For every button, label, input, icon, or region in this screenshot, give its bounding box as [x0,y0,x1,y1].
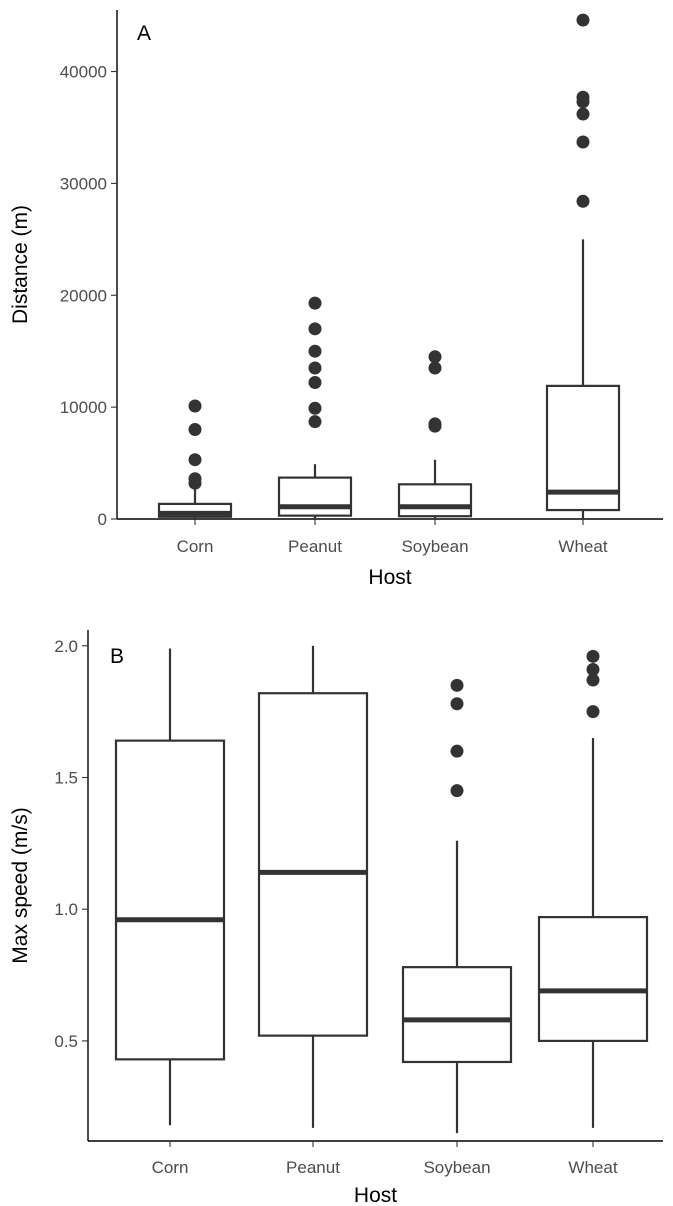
outlier-point [450,784,464,798]
outlier-point [188,453,202,467]
box-iqr [277,476,353,517]
y-axis-title: Distance (m) [9,205,32,324]
outlier-point [450,678,464,692]
y-axis-title: Max speed (m/s) [9,807,32,963]
x-tick-label: Peanut [288,537,342,556]
outlier-point [586,673,600,687]
box-group-wheat [545,13,621,519]
outlier-point [308,296,322,310]
box-iqr [401,966,513,1064]
outlier-point [576,135,590,149]
outlier-point [308,415,322,429]
outlier-point [586,663,600,677]
outlier-point [308,376,322,390]
outlier-point [188,472,202,486]
outlier-point [188,399,202,413]
x-axis-title: Host [368,566,411,589]
outlier-point [428,350,442,364]
outlier-point [576,13,590,27]
panel-b-max-speed: 0.5 1.0 1.5 2.0 Corn Peanut Soybean Wheat Host Ma… [9,630,663,1206]
y-tick-label: 2.0 [54,637,78,656]
outlier-point [450,697,464,711]
panel-label: B [110,645,124,668]
panel-a-distance: 0 10000 20000 30000 40000 Corn Peanut Soybean Wh… [9,10,663,589]
x-tick-label: Peanut [286,1158,340,1177]
outlier-point [308,401,322,415]
box-group-soybean [397,350,473,519]
outlier-point [586,705,600,719]
outlier-point [586,649,600,663]
x-tick-label: Corn [152,1158,189,1177]
box-group-peanut [257,645,369,1128]
y-tick-label: 40000 [60,63,107,82]
y-tick-label: 1.0 [54,900,78,919]
y-tick-label: 0 [98,510,107,529]
y-tick-label: 10000 [60,398,107,417]
x-tick-label: Wheat [568,1158,617,1177]
x-axis-title: Host [354,1184,397,1206]
box-iqr [257,692,369,1037]
box-iqr [545,384,621,512]
y-tick-label: 30000 [60,174,107,193]
outlier-point [576,107,590,121]
x-tick-label: Soybean [423,1158,490,1177]
box-group-soybean [401,678,513,1134]
box-group-wheat [537,649,649,1128]
box-iqr [397,483,473,518]
outlier-point [308,344,322,358]
x-tick-label: Soybean [401,537,468,556]
box-group-corn [114,648,226,1126]
x-tick-label: Corn [177,537,214,556]
box-group-peanut [277,296,353,519]
outlier-point [428,417,442,431]
outlier-point [576,90,590,104]
box-iqr [537,916,649,1043]
x-tick-label: Wheat [558,537,607,556]
box-iqr [114,739,226,1061]
box-group-corn [157,399,233,519]
outlier-point [308,322,322,336]
outlier-point [450,744,464,758]
outlier-point [308,361,322,375]
y-tick-label: 20000 [60,286,107,305]
y-tick-label: 0.5 [54,1032,78,1051]
outlier-point [188,423,202,437]
outlier-point [576,194,590,208]
panel-label: A [137,22,151,45]
outlier-point [428,361,442,375]
y-tick-label: 1.5 [54,769,78,788]
